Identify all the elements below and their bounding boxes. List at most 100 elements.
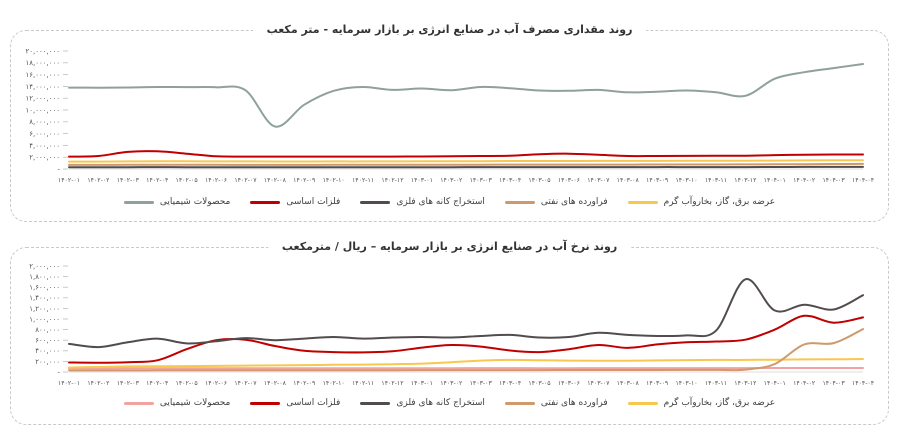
series-lines xyxy=(67,63,864,169)
series-line-4 xyxy=(67,159,864,163)
legend-item-1: فلزات اساسی xyxy=(250,197,340,207)
series-line-1 xyxy=(67,314,864,364)
y-tick-label: ۴۰۰,۰۰۰ xyxy=(35,347,60,355)
x-tick-label: ۱۴۰۲-۰۴ xyxy=(146,177,168,184)
x-tick-label: ۱۴۰۲-۰۹ xyxy=(293,177,316,184)
x-tick-label: ۱۴۰۲-۰۳ xyxy=(116,380,139,387)
y-tick-label: ۸,۰۰۰,۰۰۰ xyxy=(29,118,60,126)
x-tick-label: ۱۴۰۳-۰۶ xyxy=(557,380,579,387)
legend-label: محصولات شیمیایی xyxy=(159,197,231,207)
x-tick-label: ۱۴۰۴-۰۳ xyxy=(822,380,845,387)
y-tick-label: ۴,۰۰۰,۰۰۰ xyxy=(29,142,60,150)
x-tick-label: ۱۴۰۴-۰۲ xyxy=(793,177,816,184)
y-tick-label: ۱۰,۰۰۰,۰۰۰ xyxy=(25,106,60,114)
x-tick-label: ۱۴۰۲-۰۱ xyxy=(57,380,79,387)
legend-label: فلزات اساسی xyxy=(286,398,341,408)
y-tick-label: ۱۴,۰۰۰,۰۰۰ xyxy=(25,83,60,91)
x-tick-label: ۱۴۰۳-۰۹ xyxy=(646,177,669,184)
legend-label: عرضه برق، گاز، بخاروآب گرم xyxy=(663,197,776,207)
series-line-3 xyxy=(67,328,864,372)
legend-label: فراورده های نفتی xyxy=(540,398,608,408)
x-tick-label: ۱۴۰۲-۱۱ xyxy=(351,380,373,387)
x-tick-label: ۱۴۰۴-۰۴ xyxy=(851,380,873,387)
x-tick-label: ۱۴۰۳-۰۵ xyxy=(528,177,550,184)
legend-item-3: فراورده های نفتی xyxy=(504,197,608,207)
x-tick-label: ۱۴۰۳-۱۰ xyxy=(675,380,697,387)
x-tick-label: ۱۴۰۳-۰۵ xyxy=(528,380,550,387)
x-tick-label: ۱۴۰۳-۱۲ xyxy=(734,380,757,387)
y-tick-label: ۱۸,۰۰۰,۰۰۰ xyxy=(25,59,60,67)
consumption-chart-title: روند مقداری مصرف آب در صنایع انرژی بر با… xyxy=(252,22,647,38)
x-tick-label: ۱۴۰۳-۰۳ xyxy=(469,177,492,184)
y-tick-label: ۱۶,۰۰۰,۰۰۰ xyxy=(25,71,60,79)
x-tick-label: ۱۴۰۳-۰۴ xyxy=(499,380,521,387)
legend-item-2: استخراج کانه های فلزی xyxy=(360,398,485,408)
x-tick-label: ۱۴۰۳-۰۸ xyxy=(616,177,639,184)
x-tick-label: ۱۴۰۲-۰۶ xyxy=(204,177,226,184)
legend-item-2: استخراج کانه های فلزی xyxy=(360,197,485,207)
x-tick-label: ۱۴۰۲-۰۷ xyxy=(234,177,257,184)
legend-swatch-icon xyxy=(627,401,658,405)
legend-swatch-icon xyxy=(123,200,154,204)
x-tick-label: ۱۴۰۴-۰۱ xyxy=(763,177,785,184)
x-tick-label: ۱۴۰۳-۰۳ xyxy=(469,380,492,387)
x-tick-label: ۱۴۰۳-۱۲ xyxy=(734,177,757,184)
x-tick-label: ۱۴۰۲-۱۲ xyxy=(381,380,404,387)
legend-swatch-icon xyxy=(627,200,658,204)
y-tick-label: ۱,۸۰۰,۰۰۰ xyxy=(29,273,60,281)
legend-item-0: محصولات شیمیایی xyxy=(123,398,231,408)
legend-swatch-icon xyxy=(360,200,391,204)
series-line-3 xyxy=(67,162,864,166)
y-tick-label: ۶۰۰,۰۰۰ xyxy=(35,337,60,345)
axes: ۲۰,۰۰۰,۰۰۰ ۱۸,۰۰۰,۰۰۰ ۱۶,۰۰۰,۰۰۰ ۱۴,۰۰۰,۰۰۰… xyxy=(25,47,874,184)
y-tick-label: ۲,۰۰۰,۰۰۰ xyxy=(29,262,60,270)
legend-item-1: فلزات اساسی xyxy=(250,398,340,408)
legend-swatch-icon xyxy=(360,401,391,405)
series-lines xyxy=(67,278,864,372)
rate-chart-title: روند نرخ آب در صنایع انرژی بر بازار سرما… xyxy=(267,239,632,255)
x-tick-label: ۱۴۰۲-۰۳ xyxy=(116,177,139,184)
series-line-4 xyxy=(67,358,864,369)
x-tick-label: ۱۴۰۳-۰۶ xyxy=(557,177,579,184)
x-tick-label: ۱۴۰۳-۰۲ xyxy=(440,380,463,387)
legend-label: محصولات شیمیایی xyxy=(159,398,231,408)
x-tick-label: ۱۴۰۴-۰۲ xyxy=(793,380,816,387)
x-tick-label: ۱۴۰۳-۱۱ xyxy=(704,380,726,387)
x-tick-label: ۱۴۰۲-۰۸ xyxy=(263,380,286,387)
x-tick-label: ۱۴۰۲-۰۹ xyxy=(293,380,316,387)
x-tick-label: ۱۴۰۲-۱۰ xyxy=(322,380,344,387)
x-tick-label: ۱۴۰۳-۰۱ xyxy=(410,380,432,387)
x-tick-label: ۱۴۰۲-۰۴ xyxy=(146,380,168,387)
legend-swatch-icon xyxy=(250,200,281,204)
x-tick-label: ۱۴۰۳-۰۷ xyxy=(587,177,610,184)
y-tick-label: - xyxy=(57,368,60,376)
x-tick-label: ۱۴۰۲-۱۱ xyxy=(351,177,373,184)
consumption-chart-legend: محصولات شیمیایی فلزات اساسی استخراج کانه ه… xyxy=(11,197,888,207)
series-line-1 xyxy=(67,150,864,158)
x-tick-label: ۱۴۰۲-۰۸ xyxy=(263,177,286,184)
y-tick-label: ۱,۲۰۰,۰۰۰ xyxy=(29,305,60,313)
legend-item-0: محصولات شیمیایی xyxy=(123,197,231,207)
x-tick-label: ۱۴۰۲-۰۲ xyxy=(87,380,110,387)
legend-swatch-icon xyxy=(123,401,154,405)
x-tick-label: ۱۴۰۲-۰۵ xyxy=(175,380,197,387)
x-tick-label: ۱۴۰۲-۰۱ xyxy=(57,177,79,184)
y-tick-label: ۱,۰۰۰,۰۰۰ xyxy=(29,315,60,323)
rate-chart-legend: محصولات شیمیایی فلزات اساسی استخراج کانه ه… xyxy=(11,398,888,408)
x-tick-label: ۱۴۰۳-۰۱ xyxy=(410,177,432,184)
x-tick-label: ۱۴۰۳-۱۰ xyxy=(675,177,697,184)
y-tick-label: ۸۰۰,۰۰۰ xyxy=(35,326,60,334)
series-line-2 xyxy=(67,278,864,349)
y-tick-label: ۲,۰۰۰,۰۰۰ xyxy=(29,154,60,162)
x-tick-label: ۱۴۰۳-۱۱ xyxy=(704,177,726,184)
y-tick-label: ۲۰,۰۰۰,۰۰۰ xyxy=(25,47,60,55)
x-tick-label: ۱۴۰۲-۰۲ xyxy=(87,177,110,184)
legend-item-3: فراورده های نفتی xyxy=(504,398,608,408)
legend-label: استخراج کانه های فلزی xyxy=(396,398,485,408)
y-tick-label: ۲۰۰,۰۰۰ xyxy=(35,358,60,366)
series-line-0 xyxy=(67,63,864,128)
x-tick-label: ۱۴۰۲-۰۷ xyxy=(234,380,257,387)
x-tick-label: ۱۴۰۴-۰۳ xyxy=(822,177,845,184)
y-tick-label: ۱,۴۰۰,۰۰۰ xyxy=(29,294,60,302)
